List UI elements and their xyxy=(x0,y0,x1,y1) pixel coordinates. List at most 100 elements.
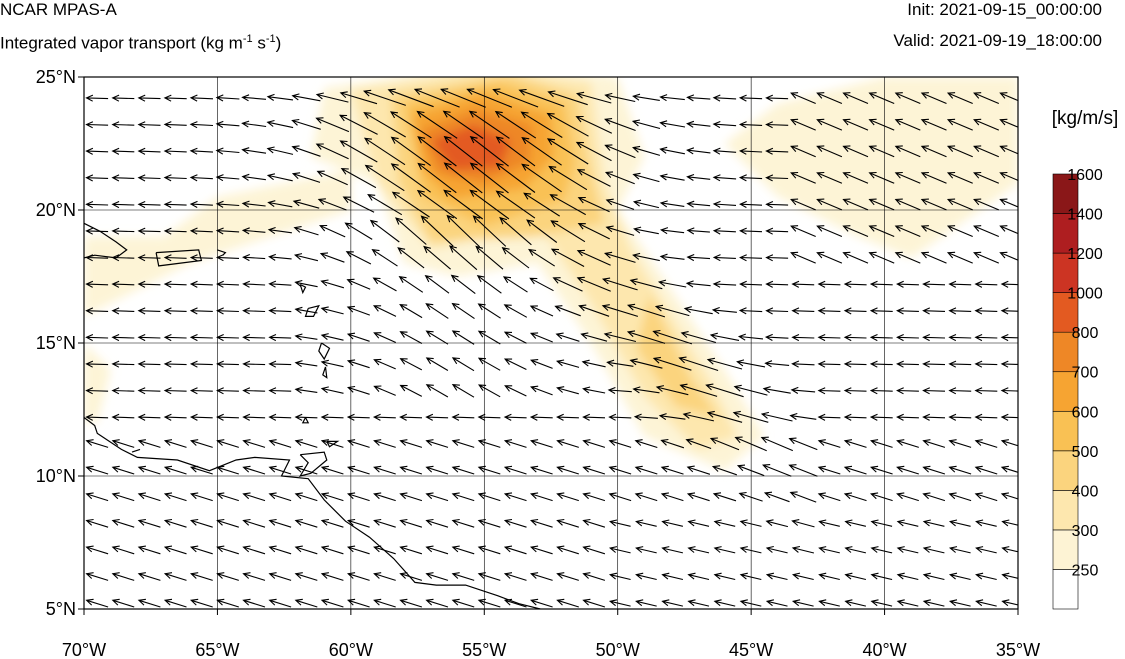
wind-vector xyxy=(629,278,663,290)
wind-vector xyxy=(346,465,370,475)
wind-vector xyxy=(503,304,528,318)
wind-vector xyxy=(869,307,893,315)
wind-vector xyxy=(896,360,919,368)
wind-vector xyxy=(294,413,318,421)
wind-vector xyxy=(137,545,161,555)
wind-vector xyxy=(339,140,378,163)
wind-vector xyxy=(291,118,321,130)
wind-vector xyxy=(215,94,240,102)
wind-vector xyxy=(529,277,554,292)
wind-vector xyxy=(451,518,475,528)
colorbar-swatch xyxy=(1052,173,1079,214)
wind-vector xyxy=(320,572,344,581)
colorbar-label: 250 xyxy=(1072,563,1099,580)
wind-vector xyxy=(451,465,475,475)
wind-vector xyxy=(320,465,344,475)
wind-vector xyxy=(920,145,947,158)
coastline-segment xyxy=(299,283,307,295)
wind-vector xyxy=(346,545,370,555)
wind-vector xyxy=(451,572,475,581)
wind-vector xyxy=(712,280,737,288)
lat-tick-label: 15°N xyxy=(36,333,76,353)
wind-vector xyxy=(268,307,292,315)
wind-vector xyxy=(338,114,378,135)
wind-vector xyxy=(425,492,449,502)
wind-vector xyxy=(687,572,710,581)
wind-vector xyxy=(268,253,292,261)
wind-vector xyxy=(582,545,606,555)
wind-vector xyxy=(868,198,895,211)
wind-vector xyxy=(922,599,945,607)
wind-vector xyxy=(604,118,636,132)
wind-vector xyxy=(395,217,427,245)
wind-vector xyxy=(266,93,294,101)
wind-vector xyxy=(475,245,504,270)
wind-vector xyxy=(425,303,449,319)
wind-vector xyxy=(922,546,945,554)
wind-vector xyxy=(189,439,213,448)
wind-vector xyxy=(344,222,373,240)
wind-vector xyxy=(764,360,790,368)
wind-vector xyxy=(556,598,579,608)
wind-vector xyxy=(373,358,396,370)
wind-vector xyxy=(242,439,266,448)
wind-vector xyxy=(948,360,972,368)
wind-vector xyxy=(739,227,763,235)
wind-vector xyxy=(711,306,737,315)
wind-vector xyxy=(712,254,736,262)
wind-vector xyxy=(163,200,187,208)
wind-vector xyxy=(582,386,606,394)
wind-vector xyxy=(425,545,449,555)
colorbar-swatch xyxy=(1052,213,1079,254)
wind-vector xyxy=(713,519,736,527)
wind-vector xyxy=(896,280,919,288)
wind-vector xyxy=(189,307,213,315)
wind-vector xyxy=(399,465,423,475)
wind-vector xyxy=(556,439,579,448)
wind-vector xyxy=(503,413,527,421)
wind-vector xyxy=(608,492,632,502)
wind-vector xyxy=(373,518,396,528)
wind-vector xyxy=(111,333,135,342)
wind-vector xyxy=(843,439,867,448)
wind-vector xyxy=(163,492,187,502)
wind-vector xyxy=(869,413,893,421)
wind-vector xyxy=(548,165,588,191)
wind-vector xyxy=(364,164,405,192)
wind-vector xyxy=(948,333,972,342)
wind-vector xyxy=(363,137,406,166)
wind-vector xyxy=(948,572,971,581)
wind-vector xyxy=(605,198,635,210)
wind-vector xyxy=(373,465,396,475)
wind-vector xyxy=(242,307,266,315)
wind-vector xyxy=(315,92,349,103)
wind-vector xyxy=(705,383,744,398)
wind-vector xyxy=(842,198,869,211)
wind-vector xyxy=(469,162,509,194)
wind-vector xyxy=(999,225,1018,235)
wind-vector xyxy=(477,572,501,581)
wind-vector xyxy=(242,518,266,528)
wind-vector xyxy=(316,170,348,186)
wind-vector xyxy=(580,332,608,342)
wind-vector xyxy=(342,196,375,213)
wind-vector xyxy=(686,147,711,155)
wind-vector xyxy=(530,359,553,369)
wind-vector xyxy=(345,251,372,265)
wind-vector xyxy=(582,572,606,581)
wind-vector xyxy=(661,572,684,581)
wind-vector xyxy=(416,189,458,220)
wind-vector xyxy=(789,412,817,420)
wind-vector xyxy=(678,356,719,372)
wind-vector xyxy=(137,147,161,155)
wind-vector xyxy=(682,411,715,422)
wind-vector xyxy=(765,307,789,315)
wind-vector xyxy=(267,200,293,208)
wind-vector xyxy=(389,111,432,139)
wind-vector xyxy=(556,465,579,475)
wind-vector xyxy=(711,465,737,476)
wind-vector xyxy=(425,330,449,345)
wind-vector xyxy=(817,439,841,448)
wind-vector xyxy=(503,545,527,555)
wind-vector xyxy=(791,545,815,554)
